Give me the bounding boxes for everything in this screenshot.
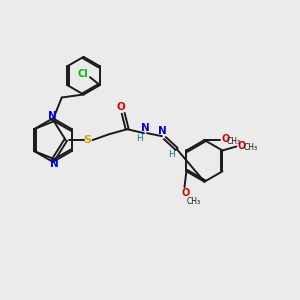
Text: CH₃: CH₃	[186, 196, 200, 206]
Text: N: N	[49, 111, 57, 121]
Text: O: O	[181, 188, 190, 198]
Text: H: H	[136, 134, 142, 142]
Text: CH₃: CH₃	[227, 136, 241, 146]
Text: N: N	[141, 123, 149, 133]
Text: O: O	[221, 134, 230, 144]
Text: H: H	[168, 151, 175, 160]
Text: N: N	[50, 159, 59, 169]
Text: Cl: Cl	[78, 69, 88, 79]
Text: O: O	[117, 102, 126, 112]
Text: O: O	[237, 140, 245, 151]
Text: S: S	[83, 135, 92, 145]
Text: CH₃: CH₃	[243, 143, 257, 152]
Text: N: N	[158, 126, 167, 136]
